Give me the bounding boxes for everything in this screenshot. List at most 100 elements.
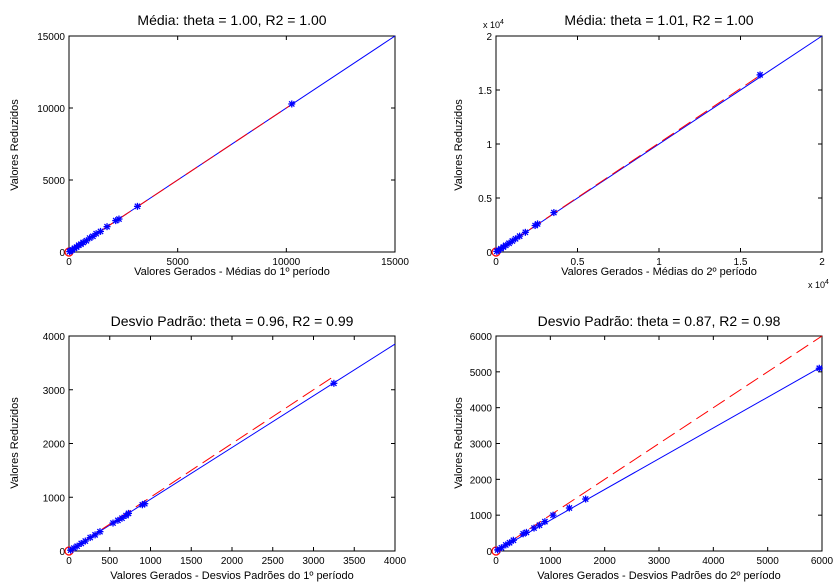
y-tick-label: 5000 [470, 368, 493, 379]
y-tick-label: 0 [59, 547, 65, 558]
y-axis-label: Valores Reduzidos [9, 397, 21, 489]
data-point [534, 220, 542, 228]
y-axis-label: Valores Reduzidos [453, 99, 465, 191]
x-tick-label: 0.5 [571, 257, 585, 268]
x-exponent-label: x 104 [808, 279, 829, 290]
data-point [133, 202, 141, 210]
y-tick-label: 0 [486, 547, 492, 558]
x-tick-label: 1000 [139, 556, 162, 567]
origin-marker [64, 546, 74, 556]
x-tick-label: 5000 [167, 257, 190, 268]
data-point [521, 228, 529, 236]
y-axis-label: Valores Reduzidos [453, 397, 465, 489]
x-tick-label: 0 [493, 556, 499, 567]
x-tick-label: 6000 [811, 556, 834, 567]
data-point [81, 537, 89, 545]
x-tick-label: 0 [66, 556, 72, 567]
x-axis-label: Valores Gerados - Desvios Padrões do 2º … [537, 570, 781, 582]
x-tick-label: 500 [101, 556, 118, 567]
data-point [330, 379, 338, 387]
data-point [509, 536, 517, 544]
data-point [91, 531, 99, 539]
origin-marker [491, 546, 501, 556]
data-point [96, 528, 104, 536]
y-tick-label: 6000 [470, 332, 493, 343]
data-point [815, 364, 823, 372]
x-tick-label: 3000 [648, 556, 671, 567]
data-point [565, 504, 573, 512]
x-tick-label: 2000 [594, 556, 617, 567]
regression-line [495, 366, 823, 552]
y-tick-label: 10000 [37, 104, 65, 115]
x-tick-label: 10000 [272, 257, 300, 268]
x-tick-label: 3000 [302, 556, 325, 567]
y-tick-label: 1000 [43, 493, 66, 504]
y-tick-label: 0.5 [478, 194, 492, 205]
x-tick-label: 2500 [262, 556, 285, 567]
data-point [506, 539, 514, 547]
x-axis-label: Valores Gerados - Médias do 1º período [134, 266, 330, 278]
data-point [138, 501, 146, 509]
x-tick-label: 3500 [343, 556, 366, 567]
data-point [288, 100, 296, 108]
y-tick-label: 1000 [470, 511, 493, 522]
x-tick-label: 0 [493, 257, 499, 268]
subplot-media-2: Média: theta = 1.01, R2 = 1.00 Valores G… [453, 12, 829, 290]
y-tick-label: 15000 [37, 32, 65, 43]
subplot-desvio-2: Desvio Padrão: theta = 0.87, R2 = 0.98 V… [453, 313, 834, 582]
subplot-title: Desvio Padrão: theta = 0.87, R2 = 0.98 [538, 313, 781, 329]
data-point [512, 235, 520, 243]
data-point [86, 534, 94, 542]
x-tick-label: 0 [66, 257, 72, 268]
data-point [756, 71, 764, 79]
y-axis-label: Valores Reduzidos [9, 99, 21, 191]
x-tick-label: 2000 [221, 556, 244, 567]
x-tick-label: 1 [656, 257, 662, 268]
y-tick-label: 1.5 [478, 86, 492, 97]
subplot-title: Desvio Padrão: theta = 0.96, R2 = 0.99 [111, 313, 354, 329]
data-point [535, 521, 543, 529]
x-tick-label: 15000 [381, 257, 409, 268]
data-point [494, 546, 502, 554]
subplot-desvio-1: Desvio Padrão: theta = 0.96, R2 = 0.99 V… [9, 313, 407, 582]
data-point [516, 232, 524, 240]
x-tick-label: 1.5 [734, 257, 748, 268]
data-point [550, 209, 558, 217]
x-tick-label: 4000 [702, 556, 725, 567]
data-point [141, 500, 149, 508]
y-tick-label: 3000 [470, 440, 493, 451]
data-point [97, 227, 105, 235]
data-point [115, 215, 123, 223]
y-tick-label: 1 [486, 140, 492, 151]
y-tick-label: 0 [486, 248, 492, 259]
data-point [73, 542, 81, 550]
data-point [549, 511, 557, 519]
x-axis-label: Valores Gerados - Desvios Padrões do 1º … [110, 570, 354, 582]
x-tick-label: 1000 [539, 556, 562, 567]
y-tick-label: 2000 [470, 475, 493, 486]
x-tick-label: 4000 [384, 556, 407, 567]
data-point [522, 528, 530, 536]
data-point [530, 524, 538, 532]
reference-line [495, 75, 761, 253]
y-tick-label: 4000 [470, 404, 493, 415]
x-tick-label: 2 [819, 257, 825, 268]
y-tick-label: 5000 [43, 176, 66, 187]
y-tick-label: 2 [486, 32, 492, 43]
subplot-title: Média: theta = 1.00, R2 = 1.00 [137, 12, 326, 28]
subplot-media-1: Média: theta = 1.00, R2 = 1.00 Valores G… [9, 12, 409, 278]
data-point [541, 518, 549, 526]
x-axis-label: Valores Gerados - Médias do 2º período [561, 266, 757, 278]
y-exponent-label: x 104 [483, 19, 504, 30]
subplot-title: Média: theta = 1.01, R2 = 1.00 [564, 12, 753, 28]
y-tick-label: 0 [59, 248, 65, 259]
y-tick-label: 3000 [43, 386, 66, 397]
x-tick-label: 5000 [757, 556, 780, 567]
data-point [103, 223, 111, 231]
y-tick-label: 4000 [43, 332, 66, 343]
data-point [124, 509, 132, 517]
y-tick-label: 2000 [43, 440, 66, 451]
data-point [582, 495, 590, 503]
data-point [118, 514, 126, 522]
